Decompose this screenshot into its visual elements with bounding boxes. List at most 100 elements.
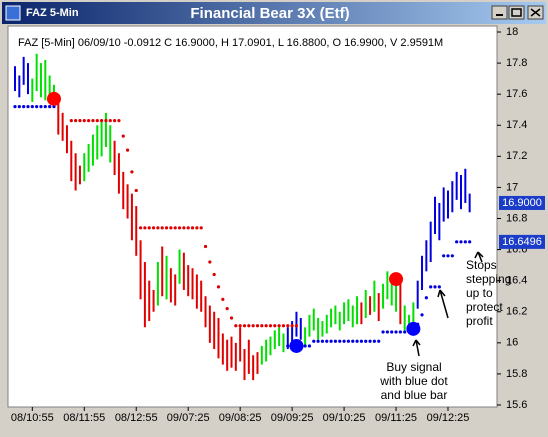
x-tick-label: 08/12:55 bbox=[115, 412, 158, 424]
stop-dot bbox=[52, 105, 56, 109]
stop-dot bbox=[368, 339, 372, 343]
y-tick-label: 17.4 bbox=[506, 119, 527, 131]
stop-dot bbox=[247, 324, 251, 328]
stop-dot bbox=[433, 285, 437, 289]
stop-dot bbox=[48, 105, 52, 109]
stop-dot bbox=[212, 272, 216, 277]
stop-dot bbox=[398, 330, 402, 334]
annotation: stepping bbox=[466, 272, 511, 286]
stop-dot bbox=[268, 324, 273, 328]
stop-dot bbox=[459, 240, 463, 244]
stop-dot bbox=[385, 330, 389, 334]
stop-dot bbox=[138, 226, 143, 230]
stop-dot bbox=[121, 134, 125, 138]
stop-dot bbox=[22, 105, 26, 109]
stop-dot bbox=[468, 240, 472, 244]
window-buttons[interactable] bbox=[491, 5, 544, 20]
stop-dot bbox=[221, 297, 225, 301]
stop-dot bbox=[264, 324, 268, 328]
stop-dot bbox=[394, 330, 398, 334]
signal-dot bbox=[406, 321, 421, 336]
stop-dot bbox=[429, 285, 433, 289]
stop-dot bbox=[338, 339, 342, 343]
title-bar bbox=[2, 2, 546, 24]
stop-dot bbox=[342, 339, 346, 343]
stop-dot bbox=[87, 118, 91, 123]
stop-dot bbox=[446, 254, 450, 258]
stop-dot bbox=[169, 226, 173, 230]
stop-dot bbox=[251, 324, 255, 328]
stop-dot bbox=[286, 324, 290, 328]
stop-dot bbox=[39, 105, 43, 109]
y-tick-label: 16 bbox=[506, 337, 518, 349]
stop-dot bbox=[147, 226, 151, 230]
stop-dot bbox=[316, 339, 320, 343]
stop-dot bbox=[78, 118, 82, 123]
stop-dot bbox=[346, 339, 351, 343]
stop-dot bbox=[186, 226, 190, 230]
stop-dot bbox=[320, 339, 325, 343]
info-line: FAZ [5-Min] 06/09/10 -0.0912 C 16.9000, … bbox=[18, 37, 443, 49]
chart-title: Financial Bear 3X (Etf) bbox=[190, 5, 349, 22]
stop-dot bbox=[329, 339, 333, 343]
stop-dot bbox=[182, 226, 186, 230]
x-tick-label: 08/10:55 bbox=[11, 412, 54, 424]
y-tick-label: 17.6 bbox=[506, 88, 527, 100]
price-tag-label: 16.6496 bbox=[502, 236, 542, 248]
stop-dot bbox=[69, 118, 73, 123]
stop-dot bbox=[234, 324, 238, 328]
annotation: protect bbox=[466, 300, 503, 314]
price-tag-label: 16.9000 bbox=[502, 197, 542, 209]
stop-dot bbox=[390, 330, 394, 334]
close-glyph bbox=[530, 8, 541, 17]
annotation: Buy signal bbox=[386, 360, 441, 374]
stop-dot bbox=[164, 226, 169, 230]
stop-dot bbox=[325, 339, 329, 343]
stop-dot bbox=[74, 118, 78, 123]
stop-dot bbox=[307, 344, 312, 348]
annotation-arrow bbox=[412, 339, 421, 357]
y-tick-label: 15.6 bbox=[506, 399, 527, 411]
stop-dot bbox=[312, 339, 316, 343]
window-caption: FAZ 5-Min bbox=[26, 7, 79, 19]
stop-dot bbox=[100, 118, 104, 123]
price-tag bbox=[499, 195, 545, 210]
stop-dot bbox=[95, 118, 99, 123]
window-icon bbox=[5, 5, 21, 21]
stop-dot bbox=[364, 339, 368, 343]
stop-dot bbox=[30, 105, 34, 109]
y-tick-label: 17.2 bbox=[506, 150, 527, 162]
stop-dot bbox=[281, 324, 286, 328]
stop-dot bbox=[260, 324, 264, 328]
stop-dot bbox=[82, 118, 86, 123]
stop-dot bbox=[199, 226, 203, 230]
stop-dot bbox=[151, 226, 156, 230]
stop-dot bbox=[117, 118, 121, 123]
stop-dot bbox=[216, 285, 221, 289]
annotation-arrow bbox=[474, 251, 484, 263]
y-tick-label: 17.8 bbox=[506, 57, 527, 69]
signal-dot bbox=[46, 91, 61, 106]
stop-dot bbox=[238, 324, 242, 328]
stop-dot bbox=[208, 260, 212, 264]
stop-dot bbox=[203, 244, 208, 249]
minimize-button[interactable] bbox=[491, 5, 508, 20]
stop-dot bbox=[125, 148, 130, 152]
annotation: up to bbox=[466, 286, 493, 300]
stop-dot bbox=[173, 226, 177, 230]
stop-dot bbox=[112, 118, 117, 123]
stop-dot bbox=[277, 324, 281, 328]
maximize-glyph bbox=[511, 8, 522, 17]
annotation: and blue bar bbox=[381, 388, 448, 402]
y-tick-label: 15.8 bbox=[506, 368, 527, 380]
stop-dot bbox=[225, 307, 229, 311]
stop-dot bbox=[442, 254, 446, 258]
stop-dot bbox=[160, 226, 164, 230]
stop-dot bbox=[91, 118, 95, 123]
x-tick-label: 09/11:25 bbox=[375, 412, 417, 424]
y-tick-label: 17 bbox=[506, 181, 518, 193]
annotation: profit bbox=[466, 314, 493, 328]
stop-dot bbox=[156, 226, 160, 230]
stop-dot bbox=[195, 226, 199, 230]
stop-dot bbox=[26, 105, 30, 109]
